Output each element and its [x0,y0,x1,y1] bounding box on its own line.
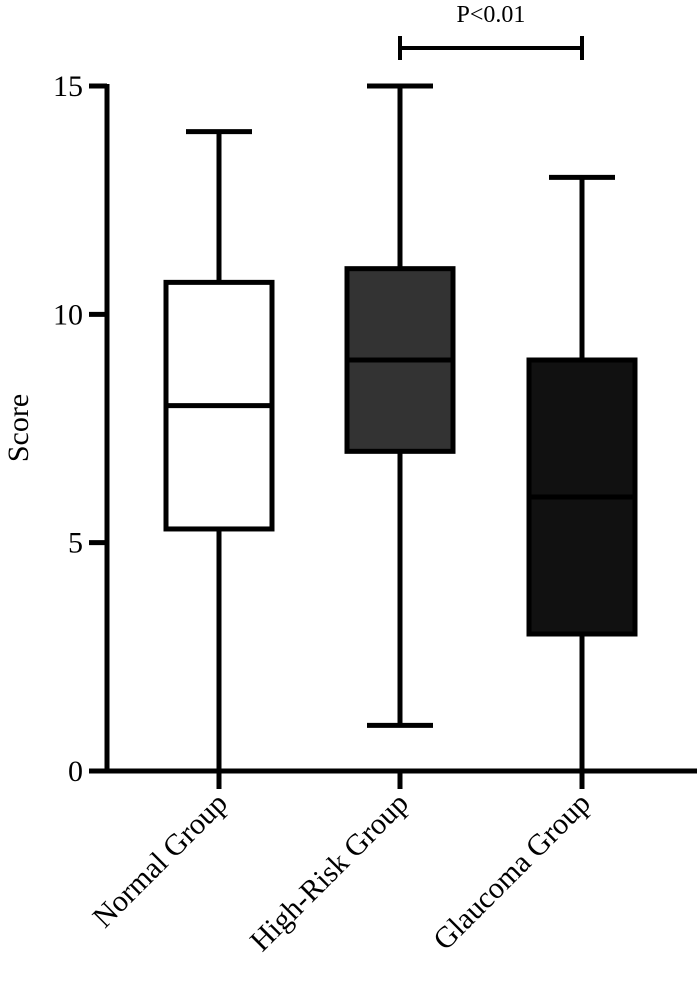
x-axis: Normal Group High-Risk Group Glaucoma Grou… [86,768,697,958]
y-tick-label-5: 5 [68,527,83,560]
x-tick-label-glaucoma-group: Glaucoma Group [427,787,597,957]
annotations-layer: P<0.01 [398,2,584,60]
y-tick-label-0: 0 [68,755,83,788]
x-tick-label-normal-group: Normal Group [86,787,234,935]
x-tick-label-high-risk-group: High-Risk Group [244,787,415,958]
significance-annotation: P<0.01 [398,2,584,60]
y-tick-label-10: 10 [53,298,83,331]
significance-label: P<0.01 [457,2,526,28]
box-high-risk-group [344,83,456,728]
box-glaucoma-group [526,174,638,771]
y-tick-label-15: 15 [53,70,83,103]
box-normal-group [163,129,275,771]
y-axis: 0 5 10 15 [53,70,110,788]
boxes-layer [163,83,638,771]
y-axis-title: Score [2,394,35,462]
